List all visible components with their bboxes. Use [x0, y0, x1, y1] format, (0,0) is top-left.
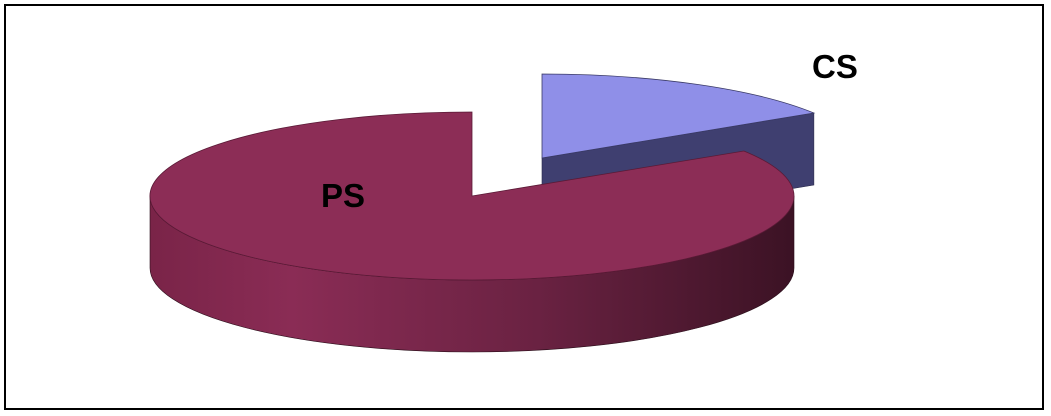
slice-label-ps: PS [321, 177, 365, 214]
slice-ps [149, 111, 795, 281]
slice-label-cs: CS [812, 48, 858, 85]
chart-frame: CS PS [4, 4, 1044, 410]
slice-cs [541, 73, 816, 159]
pie-chart: CS PS [149, 48, 858, 353]
